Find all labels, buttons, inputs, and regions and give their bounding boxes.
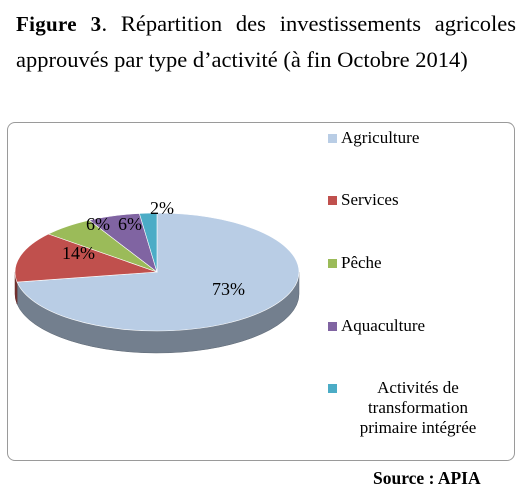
source-note: Source : APIA (373, 468, 481, 488)
slice-value-label-0: 73% (212, 279, 245, 299)
legend-label-1: Services (341, 190, 399, 209)
figure-caption: Figure 3. Répartition des investissement… (16, 6, 516, 77)
slice-value-label-3: 6% (118, 214, 142, 234)
legend-label-4: Activités de transformation primaire int… (359, 378, 477, 437)
legend-label-3: Aquaculture (341, 316, 426, 335)
legend-swatch-0 (328, 134, 337, 143)
pie-slice-1 (14, 233, 158, 283)
figure-caption-text: . Répartition des investissements agrico… (16, 11, 516, 72)
legend-swatch-1 (328, 196, 337, 205)
legend-swatch-4 (328, 384, 337, 393)
figure-label: Figure 3 (16, 12, 102, 36)
legend-item-2: Pêche (328, 253, 382, 273)
legend-label-0: Agriculture (341, 128, 420, 147)
slice-value-label-4: 2% (150, 198, 174, 218)
legend-item-0: Agriculture (328, 128, 419, 148)
slice-value-label-2: 6% (86, 214, 110, 234)
legend-item-4: Activités de transformation primaire int… (328, 378, 493, 438)
legend-item-3: Aquaculture (328, 316, 425, 336)
legend-item-1: Services (328, 190, 399, 210)
legend-swatch-2 (328, 259, 337, 268)
legend-label-2: Pêche (341, 253, 382, 272)
pie-slice-0 (16, 212, 300, 332)
slice-value-label-1: 14% (62, 243, 95, 263)
pie-slice-4 (138, 212, 158, 273)
legend-swatch-3 (328, 322, 337, 331)
